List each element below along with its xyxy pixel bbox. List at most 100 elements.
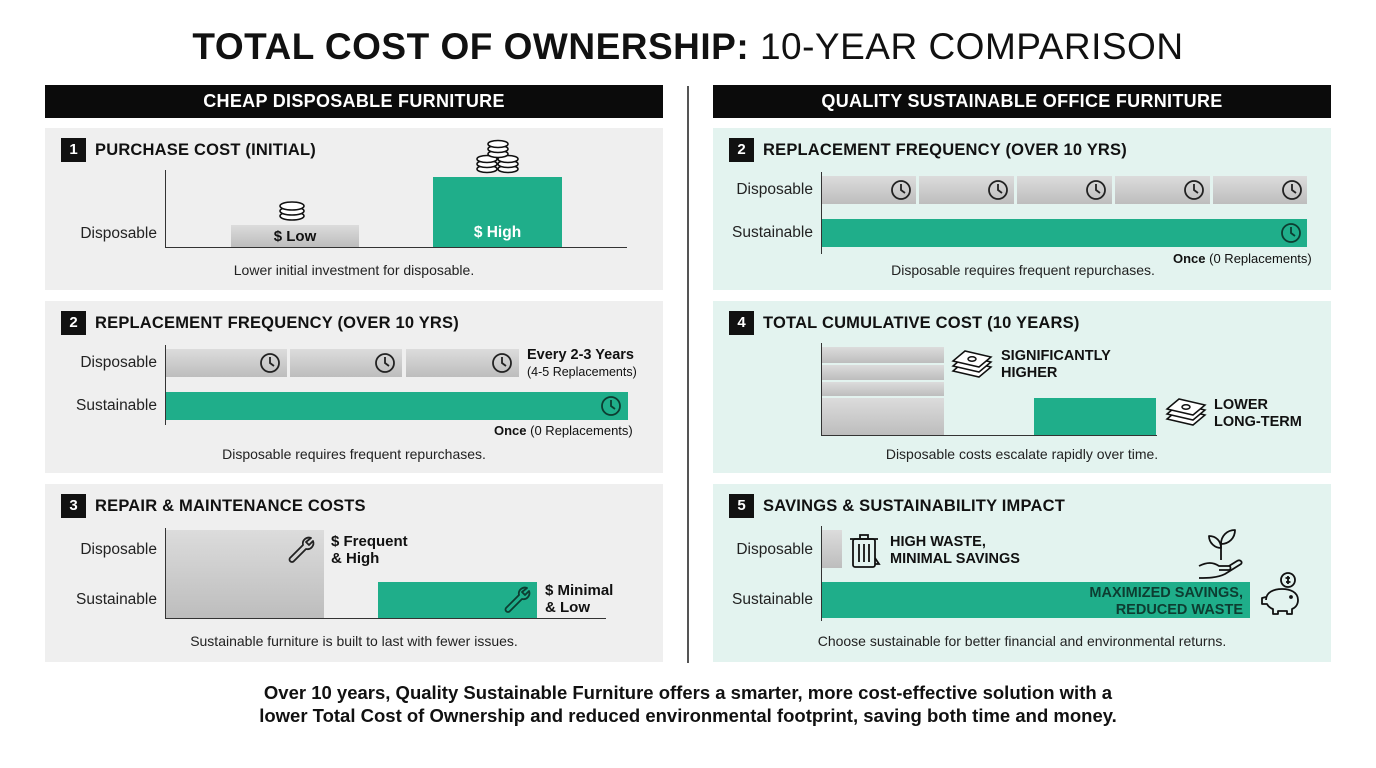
panel-title: SAVINGS & SUSTAINABILITY IMPACT — [763, 496, 1065, 515]
note-minimal: $ Minimal — [545, 582, 614, 599]
right-column-header: QUALITY SUSTAINABLE OFFICE FURNITURE — [713, 85, 1331, 118]
panel-repair-maintenance: 3 REPAIR & MAINTENANCE COSTS Disposable … — [45, 484, 663, 662]
cumulative-segment — [822, 398, 944, 435]
cash-stack-icon — [1165, 398, 1207, 426]
row-label-disposable: Disposable — [80, 225, 157, 242]
note-reduced-waste: REDUCED WASTE — [1115, 602, 1243, 618]
panel-replacement-frequency-right: 2 REPLACEMENT FREQUENCY (OVER 10 YRS) Di… — [713, 128, 1331, 290]
row-label-disposable: Disposable — [736, 541, 813, 558]
disposable-savings-bar — [822, 530, 842, 568]
row-label-sustainable: Sustainable — [75, 397, 157, 414]
wrench-icon — [504, 586, 531, 613]
once-sub: (0 Replacements) — [1209, 251, 1312, 266]
piggy-bank-icon — [1261, 572, 1299, 615]
title-bold: TOTAL COST OF OWNERSHIP: — [192, 26, 750, 67]
disposable-repair-bar — [166, 530, 324, 618]
coins-icon — [279, 201, 305, 221]
note-significantly: SIGNIFICANTLY — [1001, 348, 1111, 364]
wrench-icon — [288, 536, 315, 563]
sustainable-bar — [166, 392, 628, 420]
title-light: 10-YEAR COMPARISON — [759, 26, 1184, 67]
note-high: & High — [331, 550, 380, 567]
panel-number: 5 — [729, 494, 754, 518]
row-label-sustainable: Sustainable — [731, 591, 813, 608]
row-label-disposable: Disposable — [80, 541, 157, 558]
panel-title: PURCHASE COST (INITIAL) — [95, 140, 316, 159]
cash-stack-icon — [951, 350, 993, 378]
cumulative-segment — [822, 382, 944, 396]
coin-stack-icon — [476, 139, 519, 174]
x-axis — [165, 247, 627, 248]
row-label-disposable: Disposable — [736, 181, 813, 198]
sustainable-bar — [822, 219, 1307, 247]
y-axis — [821, 343, 822, 436]
panel-number: 2 — [729, 138, 754, 162]
caption: Sustainable furniture is built to last w… — [190, 633, 518, 649]
note-long-term: LONG-TERM — [1214, 414, 1302, 430]
x-axis — [821, 435, 1157, 436]
note-higher: HIGHER — [1001, 365, 1058, 381]
once-label: Once — [1173, 251, 1206, 266]
caption: Lower initial investment for disposable. — [233, 262, 475, 278]
footer-line-2: lower Total Cost of Ownership and reduce… — [259, 705, 1117, 726]
clock-icon — [1281, 223, 1301, 243]
note-maximized-savings: MAXIMIZED SAVINGS, — [1089, 585, 1243, 601]
bar-low: $ Low — [231, 225, 359, 247]
panel-number: 2 — [61, 311, 86, 335]
note-frequent: $ Frequent — [331, 533, 408, 550]
clock-icon — [1086, 180, 1106, 200]
footer-summary: Over 10 years, Quality Sustainable Furni… — [0, 681, 1376, 727]
caption: Disposable costs escalate rapidly over t… — [885, 446, 1159, 462]
note-replacements: (4-5 Replacements) — [527, 365, 637, 379]
row-label-disposable: Disposable — [80, 354, 157, 371]
note-high-waste: HIGH WASTE, — [890, 534, 986, 550]
plant-hand-icon — [1198, 529, 1243, 579]
sustainable-savings-bar — [822, 582, 1250, 618]
bar-high: $ High — [433, 177, 562, 247]
note-minimal-savings: MINIMAL SAVINGS — [890, 551, 1020, 567]
sustainable-repair-bar — [378, 582, 537, 618]
panel-total-cumulative-cost: 4 TOTAL CUMULATIVE COST (10 YEARS) SIGNI… — [713, 301, 1331, 473]
y-axis — [165, 528, 166, 619]
clock-icon — [1184, 180, 1204, 200]
trash-icon — [850, 534, 881, 568]
once-sub: (0 Replacements) — [530, 423, 633, 438]
clock-icon — [988, 180, 1008, 200]
sustainable-cumulative-bar — [1034, 398, 1156, 435]
cumulative-segment — [822, 365, 944, 380]
panel-savings-sustainability: 5 SAVINGS & SUSTAINABILITY IMPACT Dispos… — [713, 484, 1331, 662]
clock-icon — [891, 180, 911, 200]
clock-icon — [375, 353, 395, 373]
row-label-sustainable: Sustainable — [731, 224, 813, 241]
panel-title: REPAIR & MAINTENANCE COSTS — [95, 496, 366, 515]
clock-icon — [492, 353, 512, 373]
y-axis — [165, 170, 166, 248]
panel-number: 1 — [61, 138, 86, 162]
panel-title: REPLACEMENT FREQUENCY (OVER 10 YRS) — [95, 313, 459, 332]
panel-title: TOTAL CUMULATIVE COST (10 YEARS) — [763, 313, 1080, 332]
caption: Disposable requires frequent repurchases… — [891, 262, 1155, 278]
panel-title: REPLACEMENT FREQUENCY (OVER 10 YRS) — [763, 140, 1127, 159]
row-label-sustainable: Sustainable — [75, 591, 157, 608]
clock-icon — [601, 396, 621, 416]
panel-number: 3 — [61, 494, 86, 518]
caption: Disposable requires frequent repurchases… — [222, 446, 486, 462]
note-every-2-3-years: Every 2-3 Years — [527, 347, 634, 363]
caption: Choose sustainable for better financial … — [817, 633, 1227, 649]
panel-purchase-cost: 1 PURCHASE COST (INITIAL) Disposable $ L… — [45, 128, 663, 290]
x-axis — [165, 618, 606, 619]
cumulative-segment — [822, 347, 944, 363]
page-title: TOTAL COST OF OWNERSHIP: 10-YEAR COMPARI… — [0, 26, 1376, 68]
y-axis — [165, 345, 166, 425]
once-label: Once — [494, 423, 527, 438]
note-low: & Low — [545, 599, 590, 616]
clock-icon — [1282, 180, 1302, 200]
footer-line-1: Over 10 years, Quality Sustainable Furni… — [263, 682, 1113, 703]
y-axis — [821, 526, 822, 621]
column-divider — [687, 86, 689, 663]
y-axis — [821, 172, 822, 254]
clock-icon — [260, 353, 280, 373]
note-lower: LOWER — [1214, 397, 1268, 413]
left-column-header: CHEAP DISPOSABLE FURNITURE — [45, 85, 663, 118]
panel-number: 4 — [729, 311, 754, 335]
